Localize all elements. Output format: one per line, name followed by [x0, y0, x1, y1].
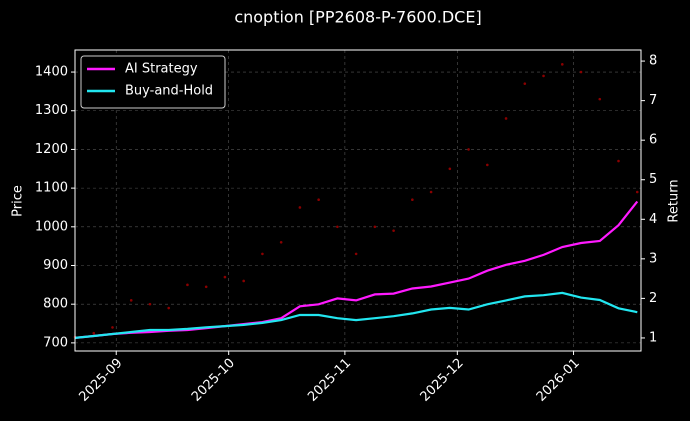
- y2-tick-label: 2: [649, 291, 657, 306]
- price-point: [429, 190, 433, 194]
- price-point: [560, 63, 564, 66]
- price-point: [186, 283, 189, 287]
- y-tick-label: 700: [43, 335, 68, 350]
- y-axis-label: Price: [11, 185, 26, 217]
- plot-frame: [74, 49, 642, 352]
- price-point: [504, 117, 508, 120]
- price-point: [204, 285, 208, 289]
- price-point: [542, 74, 545, 78]
- price-point: [242, 279, 245, 283]
- y-tick-label: 1100: [35, 181, 68, 196]
- series-line: [74, 291, 638, 339]
- price-point: [298, 206, 302, 209]
- price-point: [486, 163, 489, 167]
- y-tick-label: 1200: [35, 142, 68, 157]
- price-point: [223, 275, 227, 279]
- y2-tick-label: 8: [649, 54, 657, 69]
- price-point: [598, 97, 602, 101]
- price-point: [261, 252, 264, 256]
- price-point: [92, 331, 96, 335]
- y2-tick-label: 7: [649, 93, 657, 108]
- y-tick-label: 900: [43, 258, 68, 273]
- y-tick-label: 1300: [35, 103, 68, 118]
- series-line: [74, 200, 639, 339]
- y-tick-label: 800: [43, 297, 68, 312]
- price-point: [111, 326, 114, 329]
- legend-label: Buy-and-Hold: [125, 84, 213, 99]
- x-tick-label: 2025-09: [77, 356, 126, 405]
- y-tick-label: 1000: [35, 219, 68, 234]
- price-point: [411, 198, 414, 202]
- legend: AI Strategy Buy-and-Hold: [80, 55, 226, 109]
- y2-tick-label: 1: [649, 330, 657, 345]
- y2-tick-label: 5: [649, 172, 657, 187]
- price-point: [467, 148, 470, 151]
- price-point: [279, 240, 283, 244]
- price-point: [148, 302, 152, 306]
- price-point: [129, 299, 133, 302]
- price-point: [354, 252, 358, 256]
- y2-tick-label: 3: [649, 251, 657, 266]
- x-tick-label: 2025-10: [189, 356, 238, 405]
- y-tick-label: 1400: [35, 65, 68, 80]
- price-point: [579, 70, 583, 74]
- legend-box: [80, 55, 226, 109]
- x-tick-label: 2025-12: [418, 356, 467, 405]
- y2-axis-label: Return: [667, 179, 682, 222]
- y2-tick-label: 4: [649, 212, 657, 227]
- price-point: [336, 225, 339, 229]
- chart-title: cnoption [PP2608-P-7600.DCE]: [234, 8, 481, 27]
- price-point: [617, 159, 620, 163]
- price-point: [523, 82, 527, 85]
- legend-label: AI Strategy: [125, 62, 198, 77]
- x-tick-label: 2026-01: [534, 356, 583, 405]
- x-tick-label: 2025-11: [305, 356, 354, 405]
- price-point: [317, 198, 320, 202]
- y2-tick-label: 6: [649, 133, 657, 148]
- price-point: [635, 190, 639, 194]
- price-point: [392, 229, 395, 232]
- price-point: [167, 306, 171, 310]
- price-point: [448, 167, 452, 171]
- price-point: [373, 225, 377, 229]
